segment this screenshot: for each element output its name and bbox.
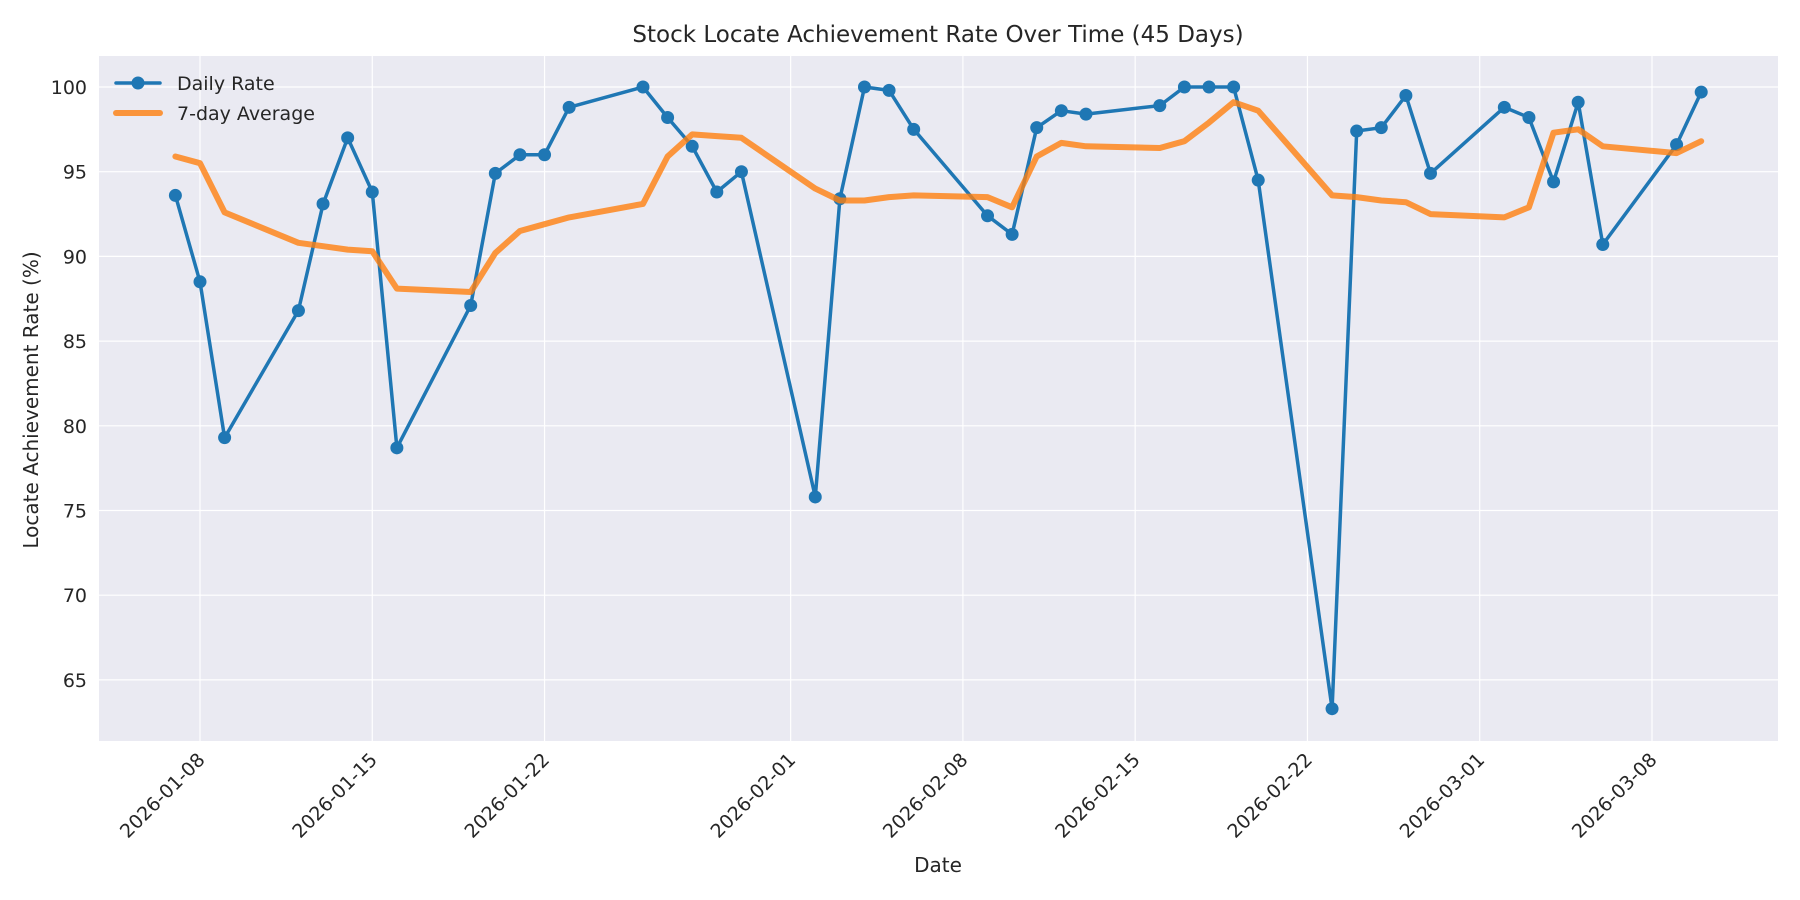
daily-rate-point bbox=[1325, 702, 1339, 716]
y-tick-label: 75 bbox=[63, 501, 87, 523]
daily-rate-point bbox=[1571, 95, 1585, 109]
daily-rate-point bbox=[710, 185, 724, 199]
daily-rate-point bbox=[193, 275, 207, 289]
daily-rate-point bbox=[1350, 124, 1364, 138]
y-tick-label: 85 bbox=[63, 331, 87, 353]
daily-rate-point bbox=[1227, 80, 1241, 94]
y-tick-label: 65 bbox=[63, 670, 87, 692]
daily-rate-point bbox=[1202, 80, 1216, 94]
daily-rate-point bbox=[1005, 227, 1019, 241]
daily-rate-point bbox=[808, 490, 822, 504]
seven-day-average-line bbox=[172, 99, 1705, 295]
daily-rate-point bbox=[1596, 238, 1610, 252]
daily-rate-point bbox=[734, 165, 748, 179]
y-axis-ticks: 65 70 75 80 85 90 95 100 bbox=[51, 77, 87, 692]
daily-rate-point bbox=[1030, 121, 1044, 135]
y-tick-label: 80 bbox=[63, 416, 87, 438]
daily-rate-point bbox=[562, 100, 576, 114]
daily-rate-point bbox=[341, 131, 355, 145]
legend-item-daily-rate: Daily Rate bbox=[114, 73, 275, 95]
daily-rate-point bbox=[907, 122, 921, 136]
daily-rate-point bbox=[1251, 173, 1265, 187]
daily-rate-point bbox=[488, 166, 502, 180]
daily-rate-point bbox=[365, 185, 379, 199]
y-tick-label: 90 bbox=[63, 246, 87, 268]
daily-rate-point bbox=[857, 80, 871, 94]
daily-rate-point bbox=[464, 299, 478, 313]
daily-rate-point bbox=[1424, 166, 1437, 180]
x-axis-title: Date bbox=[914, 853, 962, 877]
daily-rate-point bbox=[218, 431, 232, 445]
daily-rate-point bbox=[1670, 138, 1684, 152]
daily-rate-point bbox=[513, 148, 527, 162]
daily-rate-point bbox=[538, 148, 552, 162]
legend: Daily Rate 7-day Average bbox=[113, 73, 315, 125]
daily-rate-point bbox=[981, 209, 995, 223]
legend-daily-rate-marker-icon bbox=[131, 76, 145, 90]
daily-rate-point bbox=[1497, 100, 1511, 114]
y-axis-title: Locate Achievement Rate (%) bbox=[19, 251, 43, 548]
y-tick-label: 95 bbox=[63, 162, 87, 184]
daily-rate-point bbox=[316, 197, 330, 211]
legend-7-day-average-label: 7-day Average bbox=[177, 103, 315, 125]
daily-rate-point bbox=[1694, 85, 1708, 99]
legend-daily-rate-label: Daily Rate bbox=[177, 73, 275, 95]
y-tick-label: 100 bbox=[51, 77, 87, 99]
daily-rate-point bbox=[1374, 121, 1388, 135]
y-tick-label: 70 bbox=[63, 585, 87, 607]
daily-rate-point bbox=[1054, 104, 1068, 118]
plot-area bbox=[99, 56, 1778, 741]
daily-rate-point bbox=[636, 80, 650, 94]
daily-rate-point bbox=[1079, 107, 1093, 121]
chart-title: Stock Locate Achievement Rate Over Time … bbox=[632, 22, 1243, 48]
daily-rate-point bbox=[390, 441, 404, 455]
daily-rate-point bbox=[882, 83, 896, 97]
daily-rate-point bbox=[1547, 175, 1561, 189]
daily-rate-point bbox=[1153, 99, 1167, 113]
daily-rate-point bbox=[1522, 110, 1536, 124]
series-layer bbox=[168, 80, 1708, 716]
legend-item-7-day-average: 7-day Average bbox=[113, 103, 315, 125]
daily-rate-point bbox=[685, 139, 699, 153]
daily-rate-point bbox=[291, 304, 305, 318]
daily-rate-markers bbox=[168, 80, 1708, 716]
daily-rate-point bbox=[1399, 88, 1413, 102]
daily-rate-point bbox=[1177, 80, 1191, 94]
daily-rate-point bbox=[168, 188, 182, 202]
daily-rate-point bbox=[661, 110, 675, 124]
